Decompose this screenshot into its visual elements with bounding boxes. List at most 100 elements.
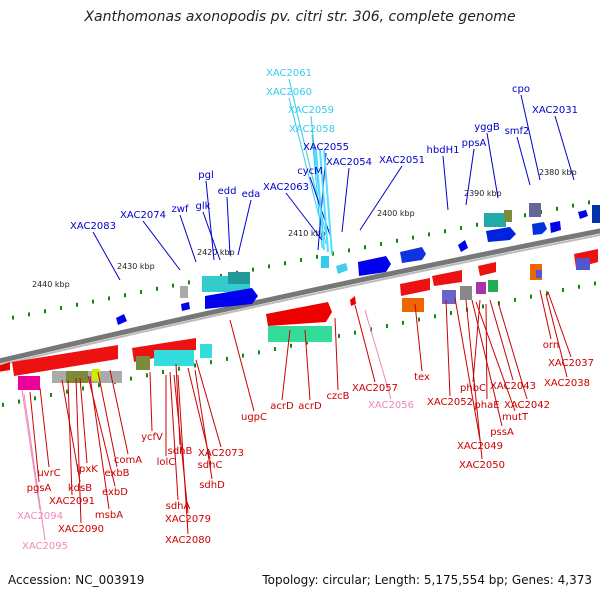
gene-label-forward[interactable]: XAC2061 [266, 68, 312, 79]
gene-label-reverse[interactable]: kdsB [68, 483, 92, 494]
gene-label-reverse[interactable]: pssA [490, 427, 514, 438]
gene-label-reverse[interactable]: XAC2043 [490, 381, 536, 392]
gene-block[interactable] [576, 258, 590, 270]
gene-label-reverse[interactable]: XAC2052 [427, 397, 473, 408]
gene-label-reverse[interactable]: XAC2057 [352, 383, 398, 394]
gene-label-forward[interactable]: XAC2055 [303, 142, 349, 153]
gene-label-reverse[interactable]: XAC2037 [548, 358, 594, 369]
gene-block[interactable] [136, 356, 150, 370]
gene-label-reverse[interactable]: XAC2090 [58, 524, 104, 535]
gene-arrow-forward[interactable] [358, 256, 391, 276]
gene-label-forward[interactable]: edd [218, 186, 237, 197]
gene-block[interactable] [504, 210, 512, 222]
gene-label-forward[interactable]: XAC2054 [326, 157, 372, 168]
gene-label-forward[interactable]: cycM [297, 166, 323, 177]
gene-label-reverse[interactable]: orn [543, 340, 559, 351]
gene-block[interactable] [180, 286, 188, 298]
gene-arrow-reverse[interactable] [400, 278, 430, 296]
gene-block[interactable] [529, 203, 541, 217]
gene-block[interactable] [460, 286, 472, 300]
gene-label-forward[interactable]: pgl [198, 170, 213, 181]
gene-label-reverse[interactable]: sdhD [199, 480, 225, 491]
gene-arrow-forward[interactable] [532, 222, 547, 235]
gene-label-reverse[interactable]: sdhB [168, 446, 193, 457]
gene-label-reverse[interactable]: tex [414, 372, 430, 383]
gene-label-forward[interactable]: XAC2059 [288, 105, 334, 116]
gene-arrow-reverse[interactable] [12, 345, 118, 376]
gene-label-forward[interactable]: XAC2060 [266, 87, 312, 98]
gene-arrow-forward[interactable] [205, 288, 258, 309]
gene-label-forward[interactable]: XAC2083 [70, 221, 116, 232]
gene-label-reverse[interactable]: lpxK [76, 464, 98, 475]
gene-label-reverse[interactable]: XAC2095 [22, 541, 68, 552]
gene-arrow-forward[interactable] [458, 240, 468, 252]
rna-feature-forward[interactable] [321, 256, 329, 268]
gene-label-reverse[interactable]: XAC2080 [165, 535, 211, 546]
gene-label-forward[interactable]: eda [242, 189, 261, 200]
gene-label-forward[interactable]: ppsA [462, 138, 487, 149]
gene-block[interactable] [536, 270, 542, 278]
gene-label-reverse[interactable]: XAC2042 [504, 400, 550, 411]
gene-label-reverse[interactable]: sdhC [198, 460, 223, 471]
gene-label-reverse[interactable]: pgsA [27, 483, 52, 494]
gene-label-reverse[interactable]: phaE [474, 400, 499, 411]
gene-arrow-forward[interactable] [550, 221, 561, 233]
gene-block[interactable] [402, 298, 424, 312]
gene-arrow-reverse[interactable] [350, 296, 356, 306]
gene-label-reverse[interactable]: exbD [102, 487, 128, 498]
gene-label-reverse[interactable]: acrD [270, 401, 294, 412]
gene-block[interactable] [228, 272, 250, 284]
gene-arrow-reverse[interactable] [266, 302, 332, 326]
gene-label-reverse[interactable]: uvrC [37, 468, 60, 479]
gene-label-reverse[interactable]: XAC2056 [368, 400, 414, 411]
gene-block[interactable] [18, 376, 40, 390]
gene-arrow-forward[interactable] [116, 314, 127, 325]
gene-label-forward[interactable]: XAC2058 [289, 124, 335, 135]
gene-label-reverse[interactable]: phbC [460, 383, 486, 394]
gene-label-reverse[interactable]: acrD [298, 401, 322, 412]
gene-block[interactable] [442, 290, 456, 304]
gene-label-forward[interactable]: cpo [512, 84, 530, 95]
gene-label-reverse[interactable]: XAC2049 [457, 441, 503, 452]
gene-label-reverse[interactable]: XAC2091 [49, 496, 95, 507]
gene-label-reverse[interactable]: lolC [157, 457, 176, 468]
gene-label-forward[interactable]: yggB [474, 122, 500, 133]
gene-label-reverse[interactable]: sdhA [166, 501, 191, 512]
gene-label-reverse[interactable]: XAC2038 [544, 378, 590, 389]
gene-label-reverse[interactable]: comA [114, 455, 142, 466]
gene-label-reverse[interactable]: exbB [104, 468, 129, 479]
gene-arrow-forward[interactable] [336, 263, 348, 274]
gene-block[interactable] [592, 205, 600, 223]
gene-arrow-forward[interactable] [400, 247, 426, 263]
gene-label-reverse[interactable]: XAC2094 [17, 511, 63, 522]
gene-arrow-forward[interactable] [578, 210, 588, 219]
gene-label-reverse[interactable]: XAC2079 [165, 514, 211, 525]
gene-block[interactable] [66, 371, 88, 383]
gene-block[interactable] [200, 344, 212, 358]
gene-label-forward[interactable]: XAC2051 [379, 155, 425, 166]
gene-block[interactable] [476, 282, 486, 294]
gene-label-reverse[interactable]: czcB [326, 391, 349, 402]
gene-arrow-reverse[interactable] [478, 262, 496, 276]
gene-block[interactable] [92, 369, 100, 381]
gene-label-reverse[interactable]: ugpC [241, 412, 267, 423]
gene-label-forward[interactable]: XAC2074 [120, 210, 166, 221]
gene-label-forward[interactable]: zwf [172, 204, 189, 215]
gene-arrow-forward[interactable] [486, 227, 516, 242]
gene-arrow-reverse[interactable] [432, 270, 462, 286]
gene-label-reverse[interactable]: XAC2073 [198, 448, 244, 459]
gene-block[interactable] [154, 350, 194, 366]
gene-label-reverse[interactable]: XAC2050 [459, 460, 505, 471]
gene-block[interactable] [484, 213, 506, 227]
gene-block[interactable] [488, 280, 498, 292]
gene-label-reverse[interactable]: mutT [502, 412, 529, 423]
gene-arrow-forward[interactable] [181, 302, 190, 311]
gene-label-forward[interactable]: XAC2063 [263, 182, 309, 193]
gene-label-forward[interactable]: glk [196, 201, 211, 212]
gene-label-reverse[interactable]: ycfV [141, 432, 163, 443]
gene-label-forward[interactable]: smf2 [505, 126, 530, 137]
gene-block[interactable] [268, 326, 332, 342]
gene-label-reverse[interactable]: msbA [95, 510, 123, 521]
gene-arrow-reverse[interactable] [0, 362, 10, 372]
gene-label-forward[interactable]: hbdH1 [427, 145, 460, 156]
